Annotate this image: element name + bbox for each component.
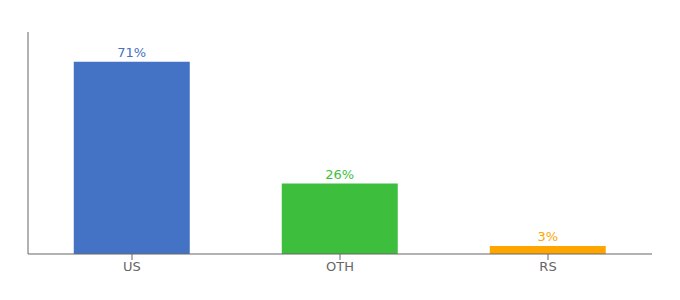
svg-text:71%: 71% xyxy=(117,45,146,60)
svg-text:RS: RS xyxy=(539,259,556,274)
svg-text:US: US xyxy=(123,259,141,274)
svg-text:3%: 3% xyxy=(537,229,558,244)
svg-text:26%: 26% xyxy=(325,167,354,182)
svg-text:OTH: OTH xyxy=(326,259,354,274)
